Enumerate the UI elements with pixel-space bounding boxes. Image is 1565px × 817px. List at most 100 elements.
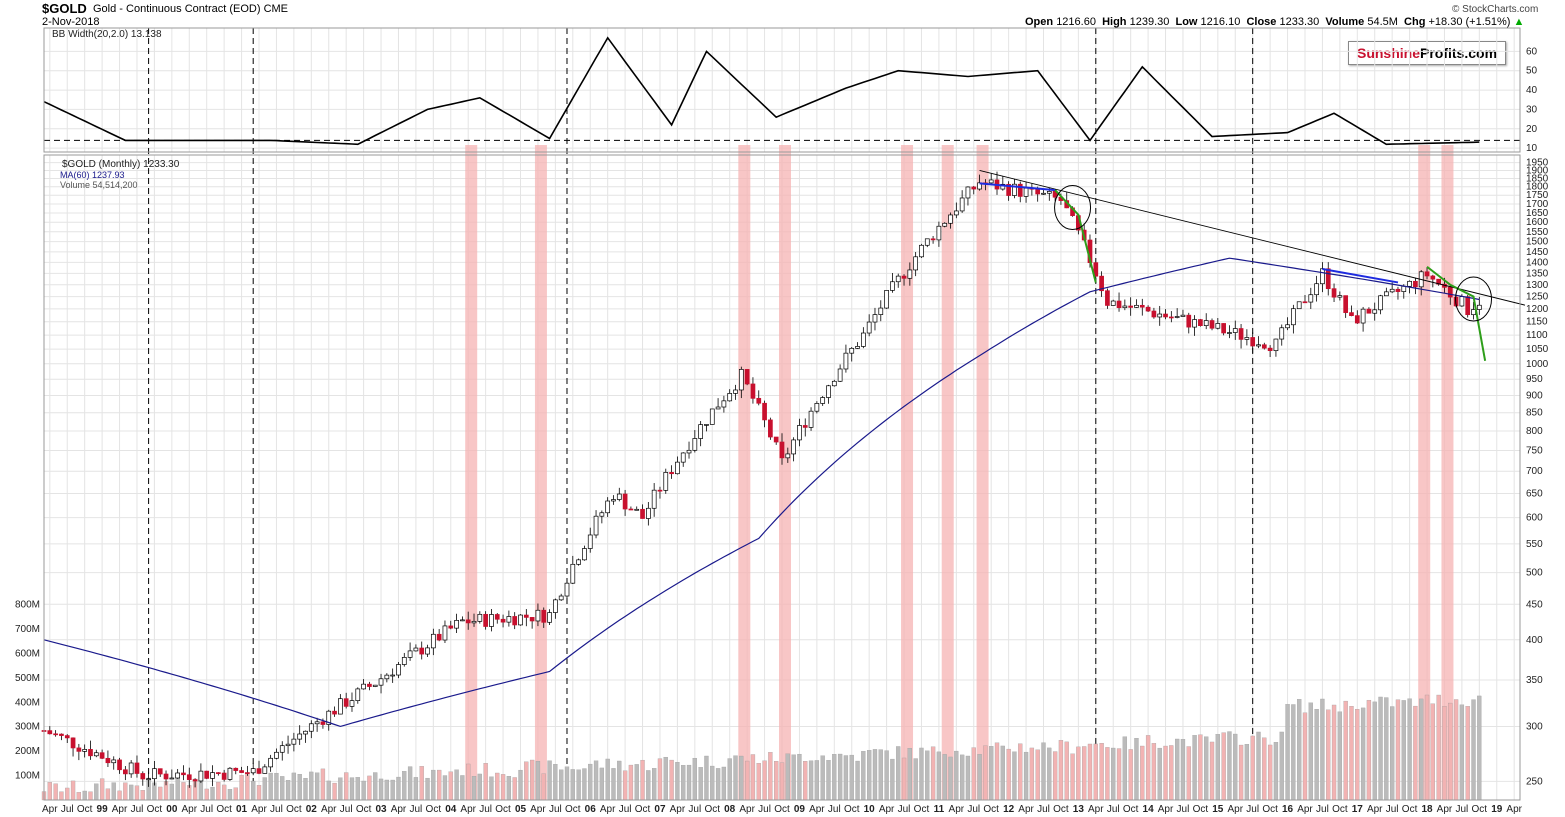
- highlight-band: [465, 145, 478, 800]
- x-tick-label: Oct: [1472, 804, 1488, 815]
- volume-bar: [913, 758, 918, 801]
- volume-bar: [233, 787, 238, 801]
- candle-body: [704, 424, 709, 426]
- volume-bar: [1186, 746, 1191, 801]
- volume-bar: [1384, 697, 1389, 801]
- volume-bar: [814, 760, 820, 801]
- volume-bar: [1215, 734, 1220, 801]
- x-tick-label: Oct: [774, 804, 790, 815]
- volume-bar: [454, 769, 459, 801]
- candle-body: [210, 772, 215, 779]
- volume-bar: [1430, 703, 1435, 801]
- candle-body: [442, 625, 448, 641]
- x-tick-label: Jul: [200, 804, 213, 815]
- volume-bar: [245, 772, 250, 801]
- x-tick-label: Oct: [704, 804, 720, 815]
- volume-tick-label: 500M: [15, 673, 40, 684]
- chart-date: 2-Nov-2018: [42, 16, 100, 28]
- volume-bar: [419, 766, 424, 801]
- volume-bar: [1407, 698, 1412, 801]
- candle-body: [971, 186, 977, 190]
- volume-bar: [524, 761, 529, 801]
- volume-bar: [849, 754, 854, 801]
- volume-bar: [686, 764, 692, 801]
- x-tick-label: Oct: [77, 804, 93, 815]
- x-tick-label: 01: [236, 804, 248, 815]
- candle-body: [198, 770, 204, 782]
- price-tick-label: 850: [1526, 408, 1543, 419]
- candle-body: [1227, 332, 1232, 334]
- candle-body: [541, 609, 547, 623]
- volume-bar: [1174, 738, 1180, 801]
- x-tick-label: Jul: [410, 804, 423, 815]
- x-tick-label: Apr: [42, 804, 58, 815]
- volume-bar: [837, 753, 843, 801]
- volume-bar: [954, 750, 959, 801]
- price-tick-label: 700: [1526, 466, 1543, 477]
- volume-bar: [320, 768, 326, 801]
- candle-body: [1128, 305, 1134, 308]
- candle-body: [338, 698, 343, 715]
- volume-bar: [1372, 701, 1377, 801]
- indicator-panel-frame: [43, 27, 1521, 153]
- volume-bar: [1343, 700, 1348, 801]
- candle-body: [1093, 262, 1099, 277]
- bbwidth-tick-label: 20: [1526, 124, 1538, 135]
- volume-bar: [930, 746, 936, 801]
- candle-body: [483, 613, 488, 627]
- volume-bar: [1308, 702, 1313, 801]
- chg-up-icon: ▲: [1513, 16, 1525, 28]
- candle-body: [901, 275, 907, 279]
- volume-bar: [756, 763, 761, 801]
- candle-body: [1012, 183, 1017, 196]
- candle-body: [500, 618, 506, 623]
- volume-bar: [1151, 743, 1157, 801]
- price-tick-label: 1450: [1526, 247, 1549, 258]
- candle-body: [715, 406, 721, 410]
- candle-body: [1447, 286, 1453, 298]
- candle-body: [308, 723, 314, 732]
- green-projection-path-2018: [1426, 265, 1487, 361]
- candle-body: [768, 419, 773, 438]
- x-tick-label: Apr: [1297, 804, 1313, 815]
- x-tick-label: 11: [934, 804, 945, 815]
- x-tick-label: Oct: [147, 804, 163, 815]
- circle-annotation-2018: [1455, 276, 1493, 322]
- candle-body: [1006, 183, 1011, 196]
- x-tick-label: Apr: [1506, 804, 1522, 815]
- volume-bar: [1349, 706, 1354, 801]
- candle-body: [1413, 280, 1418, 288]
- volume-bar: [227, 789, 233, 801]
- candle-body: [680, 452, 686, 463]
- candle-body: [181, 772, 186, 776]
- volume-bar: [785, 753, 790, 801]
- symbol-description: Gold - Continuous Contract (EOD) CME: [93, 3, 289, 15]
- volume-bar: [710, 765, 715, 801]
- candle-body: [773, 436, 779, 443]
- volume-bar: [285, 780, 291, 801]
- volume-bar: [1395, 699, 1401, 801]
- volume-bar: [1041, 742, 1046, 801]
- volume-bar: [622, 770, 628, 801]
- candle-body: [192, 779, 198, 782]
- volume-bar: [1273, 742, 1279, 801]
- candle-body: [262, 766, 268, 774]
- x-tick-label: Oct: [1193, 804, 1209, 815]
- candle-body: [256, 768, 262, 774]
- volume-bar: [1297, 699, 1302, 801]
- volume-bar: [1145, 735, 1151, 801]
- price-tick-label: 600: [1526, 513, 1543, 524]
- volume-bar: [646, 770, 651, 801]
- bbwidth-line: [43, 36, 1480, 146]
- price-legend: $GOLD (Monthly) 1233.30: [62, 159, 180, 170]
- volume-bar: [70, 780, 76, 801]
- candle-body: [605, 500, 611, 514]
- x-tick-label: Apr: [1437, 804, 1453, 815]
- x-tick-label: Oct: [1332, 804, 1348, 815]
- candle-body: [547, 612, 552, 623]
- candle-body: [186, 774, 192, 780]
- candle-body: [820, 397, 826, 404]
- volume-bar: [1401, 700, 1406, 801]
- x-tick-label: Oct: [1053, 804, 1069, 815]
- x-tick-label: Apr: [949, 804, 965, 815]
